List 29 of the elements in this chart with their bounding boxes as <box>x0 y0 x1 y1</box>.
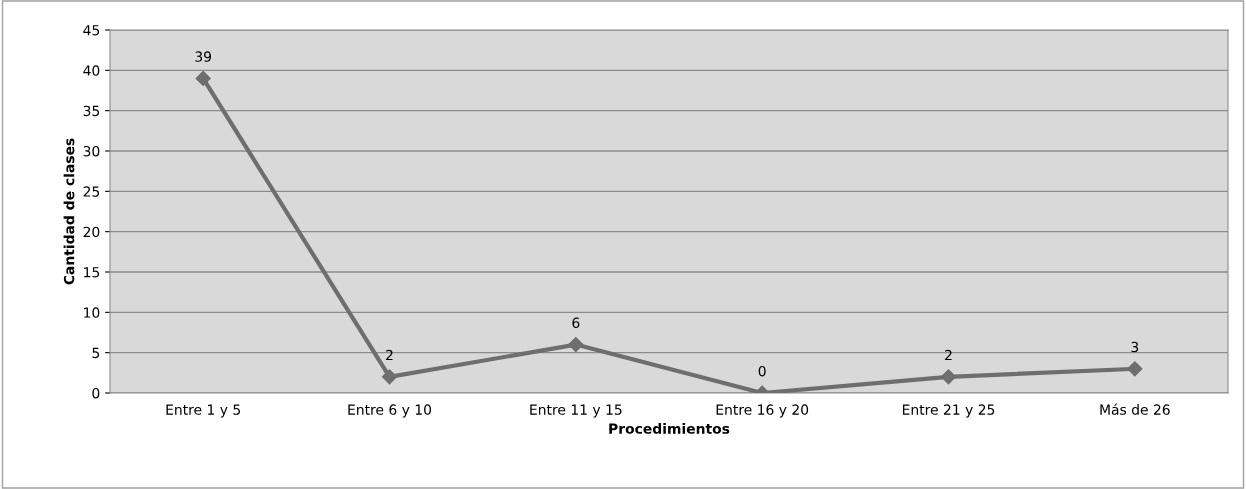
y-axis-title: Cantidad de clases <box>63 138 75 285</box>
point <box>940 369 957 385</box>
x-tick-label: Más de 26 <box>1100 403 1170 415</box>
x-tick-label: Entre 1 y 5 <box>166 404 241 418</box>
data-label: 2 <box>386 349 393 361</box>
y-tick-label: 10 <box>84 307 100 318</box>
y-tick-label: 40 <box>83 65 100 76</box>
point <box>568 337 584 353</box>
point <box>1127 361 1143 377</box>
data-label: 39 <box>195 51 212 62</box>
data-label: 0 <box>758 365 766 377</box>
y-tick-label: 15 <box>84 267 100 278</box>
y-tick-label: 5 <box>92 347 100 359</box>
y-tick-label: 20 <box>83 226 100 238</box>
y-tick-label: 0 <box>92 387 100 399</box>
x-tick-label: Entre 6 y 10 <box>348 404 432 418</box>
point <box>195 70 211 86</box>
y-tick-label: 30 <box>83 145 100 157</box>
data-label: 2 <box>945 349 952 361</box>
data-label: 3 <box>1131 341 1139 353</box>
x-tick-label: Entre 21 y 25 <box>902 404 995 418</box>
y-tick-label: 25 <box>83 186 100 197</box>
data-label: 6 <box>572 317 580 329</box>
point <box>381 369 398 385</box>
y-tick-label: 45 <box>83 25 100 36</box>
y-tick-label: 35 <box>83 105 100 117</box>
x-tick-label: Entre 16 y 20 <box>716 404 809 418</box>
x-tick-label: Entre 11 y 15 <box>530 404 622 418</box>
x-axis-title: Procedimientos <box>609 423 730 434</box>
